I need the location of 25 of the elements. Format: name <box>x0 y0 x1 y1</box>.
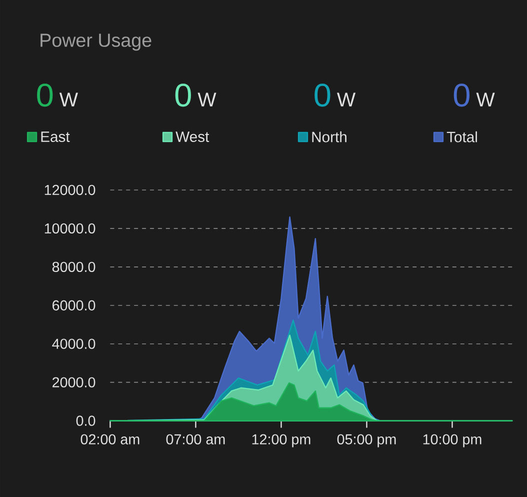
x-tick-label: 12:00 pm <box>252 434 310 448</box>
x-tick-label: 02:00 am <box>80 434 140 444</box>
text: 0 <box>37 83 53 107</box>
chart-title: Power Usage <box>40 34 152 50</box>
y-tick-label: 4000.0 <box>52 338 96 349</box>
legend-label: North <box>312 131 346 142</box>
y-tick-label: 8000.0 <box>52 262 96 272</box>
text: W <box>59 92 78 106</box>
text: W <box>336 92 356 106</box>
y-tick-label: 2000.0 <box>52 377 96 388</box>
x-tick-label: 05:00 pm <box>337 434 396 448</box>
y-tick-label: 12000.0 <box>44 184 96 195</box>
legend-label: Total <box>446 131 477 142</box>
y-tick-label: 10000.0 <box>44 223 96 234</box>
x-tick-label: 07:00 am <box>166 434 225 444</box>
x-tick-label: 10:00 pm <box>423 434 482 448</box>
legend-label: East <box>41 131 70 142</box>
text: W <box>198 92 216 106</box>
legend-label: West <box>176 131 210 142</box>
text: 0 <box>454 83 470 107</box>
y-tick-label: 6000.0 <box>52 300 96 310</box>
text: 0 <box>175 83 191 107</box>
text: 0 <box>314 83 330 107</box>
text: W <box>476 92 495 106</box>
y-tick-label: 0.0 <box>76 415 96 426</box>
